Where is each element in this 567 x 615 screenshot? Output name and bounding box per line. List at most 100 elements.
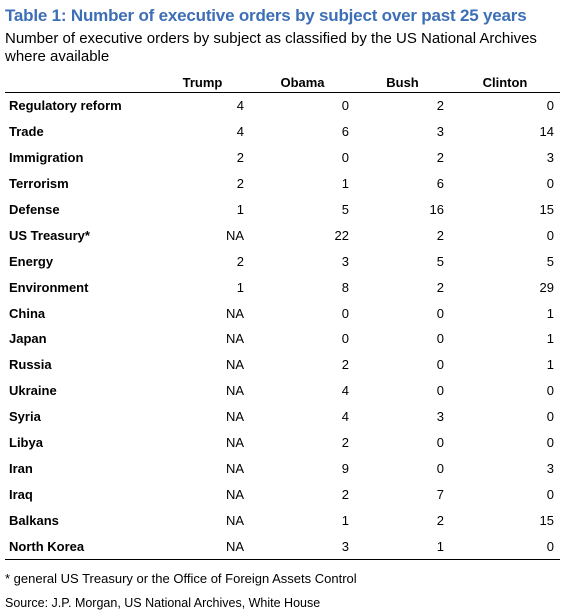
cell-clinton: 3: [546, 150, 554, 166]
cell-clinton: 0: [546, 227, 554, 243]
footnote: * general US Treasury or the Office of F…: [5, 571, 357, 586]
cell-bush: 2: [436, 98, 444, 114]
cell-obama: 1: [341, 176, 349, 192]
row-subject-label: Iraq: [9, 486, 33, 502]
table-row: Terrorism 2 1 6 0: [5, 171, 560, 197]
table-row: China NA 0 0 1: [5, 300, 560, 326]
row-subject-label: Terrorism: [9, 176, 69, 192]
table-row: US Treasury* NA 22 2 0: [5, 222, 560, 248]
cell-obama: 3: [341, 253, 349, 269]
executive-orders-table: Trump Obama Bush Clinton Regulatory refo…: [5, 72, 560, 561]
table-row: Environment 1 8 2 29: [5, 274, 560, 300]
row-subject-label: Energy: [9, 253, 54, 269]
row-subject-label: Japan: [9, 331, 47, 347]
cell-trump: 2: [236, 176, 244, 192]
table-subtitle: Number of executive orders by subject as…: [5, 30, 537, 65]
column-header-subject: [5, 72, 155, 93]
cell-clinton: 29: [539, 279, 554, 295]
cell-clinton: 0: [546, 176, 554, 192]
cell-bush: 3: [436, 409, 444, 425]
cell-clinton: 0: [450, 533, 560, 561]
cell-obama: 0: [341, 331, 349, 347]
cell-clinton: 5: [546, 253, 554, 269]
cell-trump: 1: [236, 279, 244, 295]
table-row: Russia NA 2 0 1: [5, 352, 560, 378]
cell-trump: NA: [225, 486, 244, 502]
cell-trump: NA: [155, 533, 250, 561]
cell-trump: NA: [225, 305, 244, 321]
cell-bush: 0: [436, 383, 444, 399]
source-note: Source: J.P. Morgan, US National Archive…: [5, 596, 321, 610]
table-row: Balkans NA 1 2 15: [5, 507, 560, 533]
table-row: Iraq NA 2 7 0: [5, 481, 560, 507]
cell-trump: 4: [236, 98, 244, 114]
cell-clinton: 0: [546, 486, 554, 502]
cell-clinton: 0: [546, 383, 554, 399]
cell-bush: 5: [436, 253, 444, 269]
cell-clinton: 1: [546, 357, 554, 373]
column-header-obama: Obama: [250, 72, 355, 93]
cell-clinton: 1: [546, 331, 554, 347]
cell-obama: 5: [341, 202, 349, 217]
table-row: North Korea NA 3 1 0: [5, 533, 560, 561]
cell-obama: 1: [341, 512, 349, 528]
cell-bush: 0: [436, 435, 444, 451]
cell-obama: 3: [250, 533, 355, 561]
table-row: Iran NA 9 0 3: [5, 455, 560, 481]
table-row: Syria NA 4 3 0: [5, 404, 560, 430]
row-subject-label: US Treasury*: [9, 227, 90, 243]
cell-clinton: 0: [546, 409, 554, 425]
row-subject-label: Trade: [9, 124, 44, 140]
row-subject-label: Defense: [9, 202, 60, 217]
cell-bush: 1: [355, 533, 450, 561]
cell-clinton: 0: [546, 98, 554, 114]
cell-bush: 0: [436, 357, 444, 373]
column-header-bush: Bush: [355, 72, 450, 93]
table-row: Immigration 2 0 2 3: [5, 145, 560, 171]
cell-obama: 2: [341, 357, 349, 373]
cell-clinton: 3: [546, 460, 554, 476]
row-subject-label: Libya: [9, 435, 43, 451]
table-row: Defense 1 5 16 15: [5, 197, 560, 223]
cell-obama: 2: [341, 486, 349, 502]
cell-obama: 8: [341, 279, 349, 295]
row-subject-label: North Korea: [5, 533, 155, 561]
cell-trump: 2: [236, 253, 244, 269]
cell-obama: 0: [341, 150, 349, 166]
cell-obama: 0: [341, 98, 349, 114]
cell-trump: 4: [236, 124, 244, 140]
cell-trump: NA: [225, 512, 244, 528]
cell-obama: 4: [341, 383, 349, 399]
cell-clinton: 1: [546, 305, 554, 321]
cell-trump: 1: [236, 202, 244, 217]
cell-obama: 0: [341, 305, 349, 321]
cell-obama: 2: [341, 435, 349, 451]
row-subject-label: Syria: [9, 409, 41, 425]
cell-trump: NA: [225, 383, 244, 399]
table-body: Regulatory reform 4 0 2 0 Trade 4 6 3 14 Immigrati…: [5, 93, 560, 561]
table-row: Energy 2 3 5 5: [5, 248, 560, 274]
cell-bush: 0: [436, 305, 444, 321]
cell-trump: NA: [225, 409, 244, 425]
row-subject-label: China: [9, 305, 46, 321]
cell-obama: 9: [341, 460, 349, 476]
cell-trump: NA: [225, 435, 244, 451]
table-header-row: Trump Obama Bush Clinton: [5, 72, 560, 93]
column-header-clinton: Clinton: [450, 72, 560, 93]
cell-bush: 2: [436, 512, 444, 528]
row-subject-label: Russia: [9, 357, 52, 373]
cell-trump: NA: [225, 227, 244, 243]
cell-bush: 2: [436, 150, 444, 166]
cell-obama: 22: [334, 227, 349, 243]
table-title: Table 1: Number of executive orders by s…: [5, 6, 527, 25]
table-row: Regulatory reform 4 0 2 0: [5, 93, 560, 119]
cell-obama: 4: [341, 409, 349, 425]
table-row: Ukraine NA 4 0 0: [5, 378, 560, 404]
table-row: Trade 4 6 3 14: [5, 119, 560, 145]
cell-bush: 16: [429, 202, 444, 217]
row-subject-label: Environment: [9, 279, 89, 295]
row-subject-label: Iran: [9, 460, 33, 476]
cell-clinton: 15: [539, 202, 554, 217]
cell-obama: 6: [341, 124, 349, 140]
